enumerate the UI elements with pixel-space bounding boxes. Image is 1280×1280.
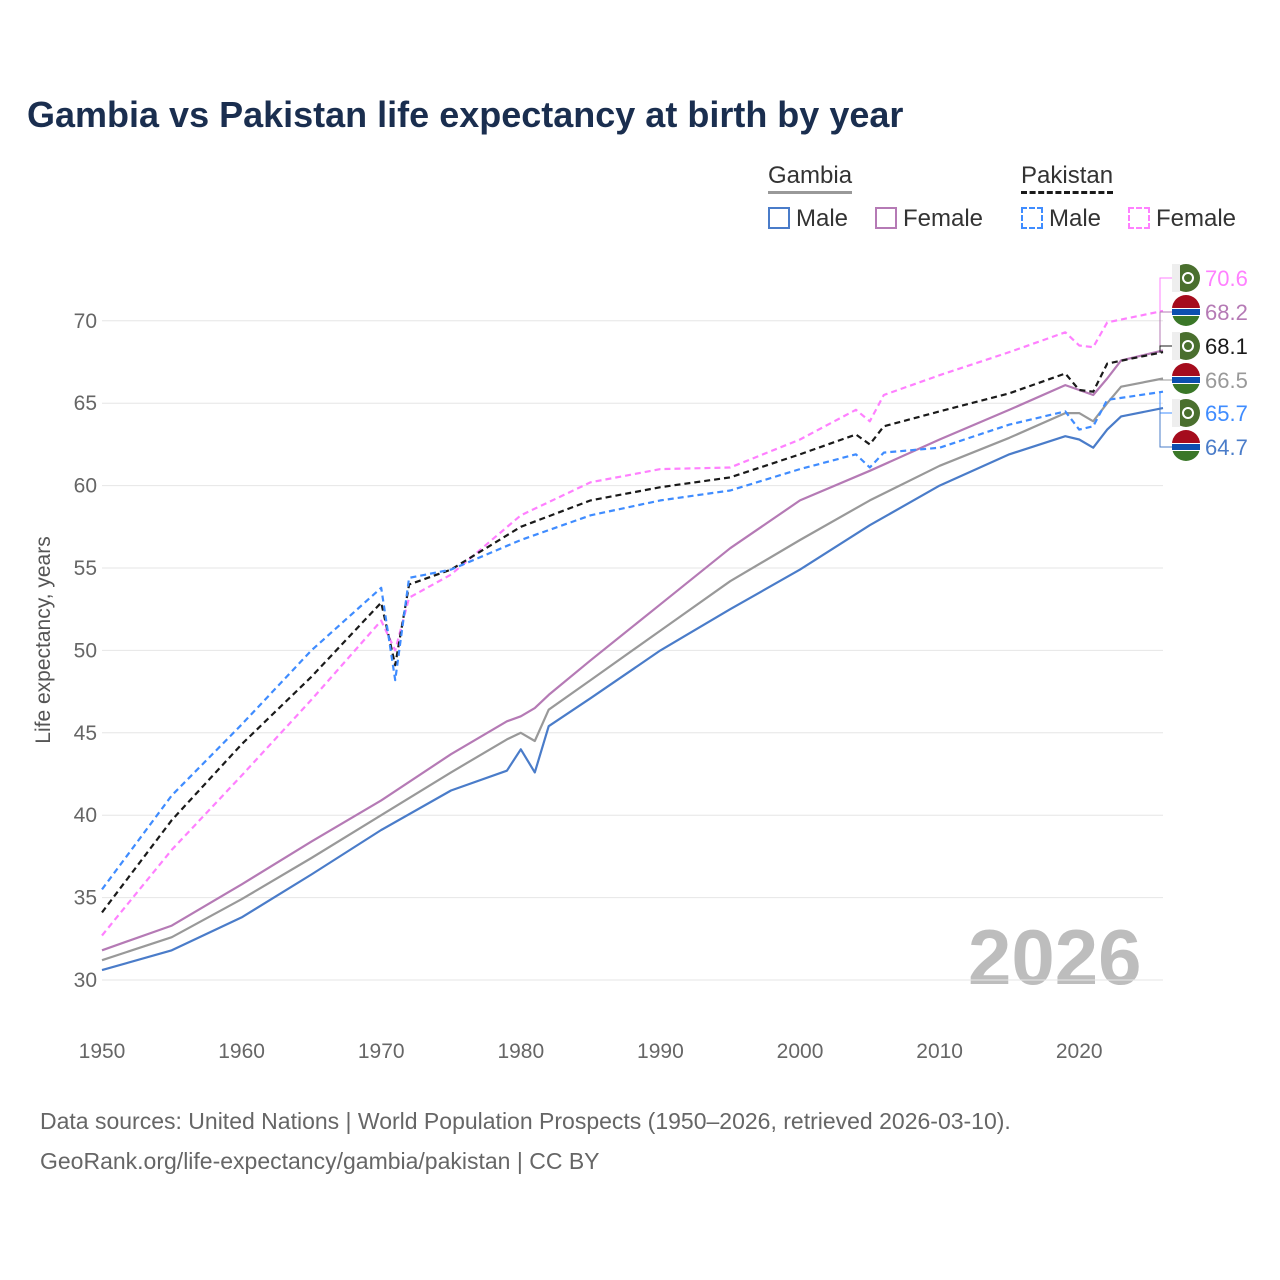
year-watermark: 2026 <box>968 913 1142 1001</box>
label-connector <box>1159 378 1172 381</box>
end-value-label: 68.1 <box>1205 334 1248 359</box>
flag-stripe <box>1172 309 1200 315</box>
y-tick-label: 30 <box>74 969 97 992</box>
end-value-label: 65.7 <box>1205 401 1248 426</box>
end-value-label: 68.2 <box>1205 300 1248 325</box>
label-connector <box>1159 407 1172 448</box>
legend-label: Male <box>1049 205 1102 232</box>
flag-stripe <box>1172 264 1180 292</box>
end-value-label: 70.6 <box>1205 266 1248 291</box>
y-axis-label: Life expectancy, years <box>32 536 55 743</box>
legend-item-pakistan-male[interactable]: Male <box>1021 205 1101 233</box>
legend-group-gambia: Gambia <box>768 162 853 194</box>
crescent-icon <box>1182 407 1194 419</box>
legend-swatch <box>875 207 897 229</box>
series-line-gambia-male <box>101 407 1164 972</box>
legend-item-gambia-male[interactable]: Male <box>768 205 848 233</box>
flag-stripe <box>1172 332 1180 360</box>
y-tick-label: 70 <box>74 310 97 333</box>
flag-stripe <box>1172 363 1200 377</box>
flag-stripe <box>1172 430 1200 444</box>
label-connector <box>1159 391 1172 414</box>
label-connector <box>1159 345 1172 353</box>
label-connector <box>1159 311 1172 351</box>
x-tick-label: 1970 <box>358 1040 405 1063</box>
x-tick-label: 2010 <box>916 1040 963 1063</box>
y-tick-label: 45 <box>74 722 97 745</box>
x-tick-label: 1980 <box>497 1040 544 1063</box>
legend-group-underline <box>1021 191 1114 194</box>
label-connector <box>1159 277 1172 312</box>
y-tick-label: 60 <box>74 475 97 498</box>
y-tick-label: 65 <box>74 392 97 415</box>
x-tick-label: 1990 <box>637 1040 684 1063</box>
footer-url[interactable]: GeoRank.org/life-expectancy/gambia/pakis… <box>40 1148 600 1174</box>
legend-label: Male <box>796 205 849 232</box>
footer-sources: Data sources: United Nations | World Pop… <box>40 1108 1011 1134</box>
x-tick-label: 2000 <box>777 1040 824 1063</box>
legend-group-label: Pakistan <box>1021 162 1114 189</box>
series-line-pakistan-male <box>101 390 1164 891</box>
flag-stripe <box>1172 295 1200 309</box>
crescent-icon <box>1182 340 1194 352</box>
series-line-pakistan-female <box>101 309 1164 937</box>
flag-stripe <box>1172 444 1200 450</box>
flag-stripe <box>1172 399 1180 427</box>
flag-stripe <box>1172 377 1200 383</box>
legend-group-underline <box>768 191 853 194</box>
legend-item-gambia-female[interactable]: Female <box>875 205 983 233</box>
crescent-icon <box>1182 272 1194 284</box>
x-tick-label: 1950 <box>79 1040 126 1063</box>
end-value-label: 66.5 <box>1205 368 1248 393</box>
series-line-pakistan <box>101 351 1164 914</box>
y-tick-label: 35 <box>74 887 97 910</box>
legend-swatch <box>1128 207 1150 229</box>
legend-label: Female <box>1156 205 1237 232</box>
legend-item-pakistan-female[interactable]: Female <box>1128 205 1236 233</box>
legend-swatch <box>768 207 790 229</box>
x-tick-label: 2020 <box>1056 1040 1103 1063</box>
legend-group-pakistan: Pakistan <box>1021 162 1114 194</box>
y-tick-label: 55 <box>74 557 97 580</box>
series-line-gambia <box>101 377 1164 962</box>
y-tick-label: 40 <box>74 804 97 827</box>
legend-group-label: Gambia <box>768 162 853 189</box>
end-value-label: 64.7 <box>1205 435 1248 460</box>
x-tick-label: 1960 <box>218 1040 265 1063</box>
legend-label: Female <box>903 205 984 232</box>
y-tick-label: 50 <box>74 639 97 662</box>
legend-swatch <box>1021 207 1043 229</box>
chart-title: Gambia vs Pakistan life expectancy at bi… <box>27 94 904 135</box>
